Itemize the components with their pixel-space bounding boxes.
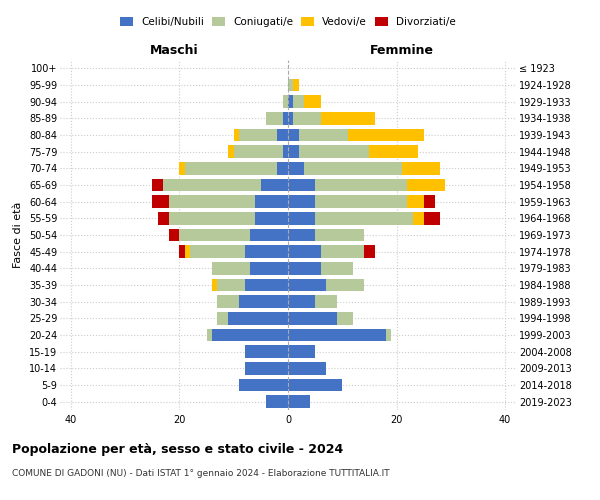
Bar: [179, 162, 185, 174]
Bar: [424, 196, 434, 208]
Bar: [288, 162, 304, 174]
Bar: [407, 196, 424, 208]
Bar: [370, 146, 418, 158]
Bar: [250, 262, 288, 274]
Bar: [212, 329, 288, 341]
Bar: [304, 96, 320, 108]
Bar: [288, 146, 299, 158]
Bar: [407, 179, 445, 192]
Bar: [299, 146, 370, 158]
Bar: [152, 179, 163, 192]
Y-axis label: Fasce di età: Fasce di età: [13, 202, 23, 268]
Bar: [402, 162, 440, 174]
Bar: [315, 179, 407, 192]
Bar: [228, 146, 234, 158]
Legend: Celibi/Nubili, Coniugati/e, Vedovi/e, Divorziati/e: Celibi/Nubili, Coniugati/e, Vedovi/e, Di…: [120, 16, 456, 27]
Bar: [217, 312, 228, 324]
Bar: [288, 296, 315, 308]
Bar: [245, 346, 288, 358]
Bar: [288, 212, 315, 224]
Bar: [256, 196, 288, 208]
Bar: [288, 312, 337, 324]
Bar: [320, 246, 364, 258]
Bar: [283, 96, 288, 108]
Bar: [169, 212, 256, 224]
Bar: [320, 262, 353, 274]
Bar: [228, 312, 288, 324]
Bar: [217, 279, 245, 291]
Bar: [239, 129, 277, 141]
Bar: [250, 229, 288, 241]
Bar: [348, 129, 424, 141]
Bar: [288, 246, 320, 258]
Bar: [304, 162, 402, 174]
Bar: [169, 229, 179, 241]
Bar: [288, 112, 293, 124]
Bar: [288, 279, 326, 291]
Text: Femmine: Femmine: [370, 44, 434, 57]
Bar: [212, 279, 217, 291]
Bar: [234, 146, 283, 158]
Bar: [266, 112, 283, 124]
Bar: [206, 329, 212, 341]
Bar: [239, 296, 288, 308]
Bar: [169, 196, 256, 208]
Bar: [245, 279, 288, 291]
Bar: [234, 129, 239, 141]
Bar: [179, 229, 250, 241]
Bar: [245, 362, 288, 374]
Bar: [288, 196, 315, 208]
Text: COMUNE DI GADONI (NU) - Dati ISTAT 1° gennaio 2024 - Elaborazione TUTTITALIA.IT: COMUNE DI GADONI (NU) - Dati ISTAT 1° ge…: [12, 469, 389, 478]
Bar: [337, 312, 353, 324]
Bar: [386, 329, 391, 341]
Bar: [179, 246, 185, 258]
Bar: [315, 212, 413, 224]
Bar: [315, 296, 337, 308]
Bar: [288, 179, 315, 192]
Text: Maschi: Maschi: [149, 44, 199, 57]
Bar: [163, 179, 261, 192]
Bar: [315, 229, 364, 241]
Bar: [299, 129, 348, 141]
Bar: [364, 246, 375, 258]
Bar: [315, 196, 407, 208]
Bar: [185, 246, 190, 258]
Bar: [288, 79, 293, 92]
Bar: [288, 229, 315, 241]
Bar: [158, 212, 169, 224]
Bar: [413, 212, 424, 224]
Bar: [277, 162, 288, 174]
Bar: [288, 129, 299, 141]
Bar: [288, 362, 326, 374]
Bar: [283, 112, 288, 124]
Bar: [293, 96, 304, 108]
Bar: [283, 146, 288, 158]
Text: Popolazione per età, sesso e stato civile - 2024: Popolazione per età, sesso e stato civil…: [12, 442, 343, 456]
Bar: [288, 96, 293, 108]
Bar: [152, 196, 169, 208]
Bar: [320, 112, 375, 124]
Bar: [212, 262, 250, 274]
Bar: [288, 262, 320, 274]
Bar: [239, 379, 288, 391]
Bar: [245, 246, 288, 258]
Bar: [261, 179, 288, 192]
Bar: [190, 246, 245, 258]
Bar: [288, 379, 342, 391]
Bar: [326, 279, 364, 291]
Bar: [217, 296, 239, 308]
Bar: [256, 212, 288, 224]
Bar: [266, 396, 288, 408]
Bar: [293, 112, 320, 124]
Bar: [288, 396, 310, 408]
Bar: [424, 212, 440, 224]
Bar: [288, 329, 386, 341]
Bar: [288, 346, 315, 358]
Bar: [185, 162, 277, 174]
Bar: [293, 79, 299, 92]
Bar: [277, 129, 288, 141]
